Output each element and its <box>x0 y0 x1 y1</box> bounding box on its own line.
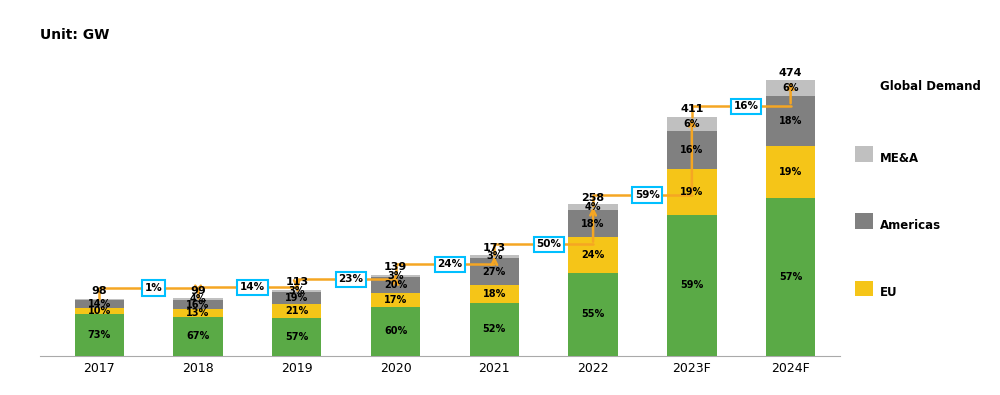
Bar <box>173 298 223 300</box>
Bar <box>470 303 519 356</box>
Text: 6%: 6% <box>782 83 799 93</box>
Text: 3%: 3% <box>289 286 305 296</box>
Text: 3%: 3% <box>387 271 404 281</box>
Text: Unit: GW: Unit: GW <box>40 28 109 41</box>
Text: 23%: 23% <box>339 275 364 284</box>
Text: Global Demand: Global Demand <box>880 81 981 93</box>
Text: 19%: 19% <box>285 293 308 303</box>
Bar <box>568 237 618 273</box>
Bar <box>470 258 519 285</box>
Bar <box>766 96 815 146</box>
Text: 19%: 19% <box>680 187 703 197</box>
Text: 17%: 17% <box>384 295 407 305</box>
Text: 173: 173 <box>483 243 506 253</box>
Bar <box>173 317 223 356</box>
Bar <box>272 318 321 356</box>
Text: 4%: 4% <box>190 294 206 304</box>
Text: 99: 99 <box>190 286 206 295</box>
Text: ME&A: ME&A <box>880 152 919 164</box>
Text: 14%: 14% <box>88 299 111 309</box>
Bar <box>75 308 124 314</box>
Bar <box>371 293 420 307</box>
Bar <box>173 300 223 309</box>
Text: 258: 258 <box>582 193 605 203</box>
Text: 3%: 3% <box>486 252 503 261</box>
Bar <box>667 131 717 169</box>
Bar <box>75 300 124 308</box>
Bar <box>75 299 124 300</box>
Bar <box>667 214 717 356</box>
Text: 16%: 16% <box>186 300 210 310</box>
Text: 52%: 52% <box>483 324 506 334</box>
Text: 139: 139 <box>384 262 407 273</box>
Text: 16%: 16% <box>680 145 703 155</box>
Bar <box>470 285 519 303</box>
Bar <box>766 146 815 198</box>
Text: 1%: 1% <box>145 283 162 293</box>
Bar <box>75 314 124 356</box>
Bar <box>568 204 618 210</box>
Text: 18%: 18% <box>483 289 506 299</box>
Bar <box>667 169 717 214</box>
Bar <box>470 255 519 258</box>
Text: 60%: 60% <box>384 326 407 336</box>
Text: 24%: 24% <box>437 259 462 269</box>
Bar <box>371 275 420 277</box>
Text: 4%: 4% <box>585 202 601 212</box>
Text: 14%: 14% <box>240 282 265 292</box>
Bar <box>568 273 618 356</box>
Bar <box>371 307 420 356</box>
Text: 16%: 16% <box>734 101 759 111</box>
Text: 55%: 55% <box>581 309 605 319</box>
Bar <box>272 292 321 304</box>
Text: 67%: 67% <box>186 331 210 341</box>
Bar <box>272 304 321 318</box>
Text: 6%: 6% <box>684 119 700 129</box>
Text: 18%: 18% <box>581 218 605 229</box>
Text: 13%: 13% <box>186 308 210 318</box>
Text: 411: 411 <box>680 104 704 114</box>
Text: Americas: Americas <box>880 219 941 231</box>
Text: 57%: 57% <box>779 272 802 282</box>
Text: 73%: 73% <box>88 330 111 340</box>
Bar <box>173 309 223 317</box>
Text: 21%: 21% <box>285 306 308 316</box>
Text: 474: 474 <box>779 68 802 78</box>
Bar <box>568 210 618 237</box>
Bar <box>272 290 321 292</box>
Text: EU: EU <box>880 286 898 299</box>
Text: 20%: 20% <box>384 280 407 290</box>
Text: 24%: 24% <box>581 250 605 260</box>
Text: 18%: 18% <box>779 116 802 126</box>
Text: 27%: 27% <box>483 267 506 276</box>
Bar <box>371 277 420 293</box>
Text: 59%: 59% <box>680 280 703 290</box>
Bar <box>766 198 815 356</box>
Text: 50%: 50% <box>536 239 561 250</box>
Bar <box>766 80 815 96</box>
Text: 19%: 19% <box>779 167 802 177</box>
Text: 113: 113 <box>285 277 308 288</box>
Text: 59%: 59% <box>635 190 660 200</box>
Text: 98: 98 <box>91 286 107 296</box>
Text: 57%: 57% <box>285 332 308 342</box>
Bar <box>667 117 717 131</box>
Text: 10%: 10% <box>88 306 111 316</box>
